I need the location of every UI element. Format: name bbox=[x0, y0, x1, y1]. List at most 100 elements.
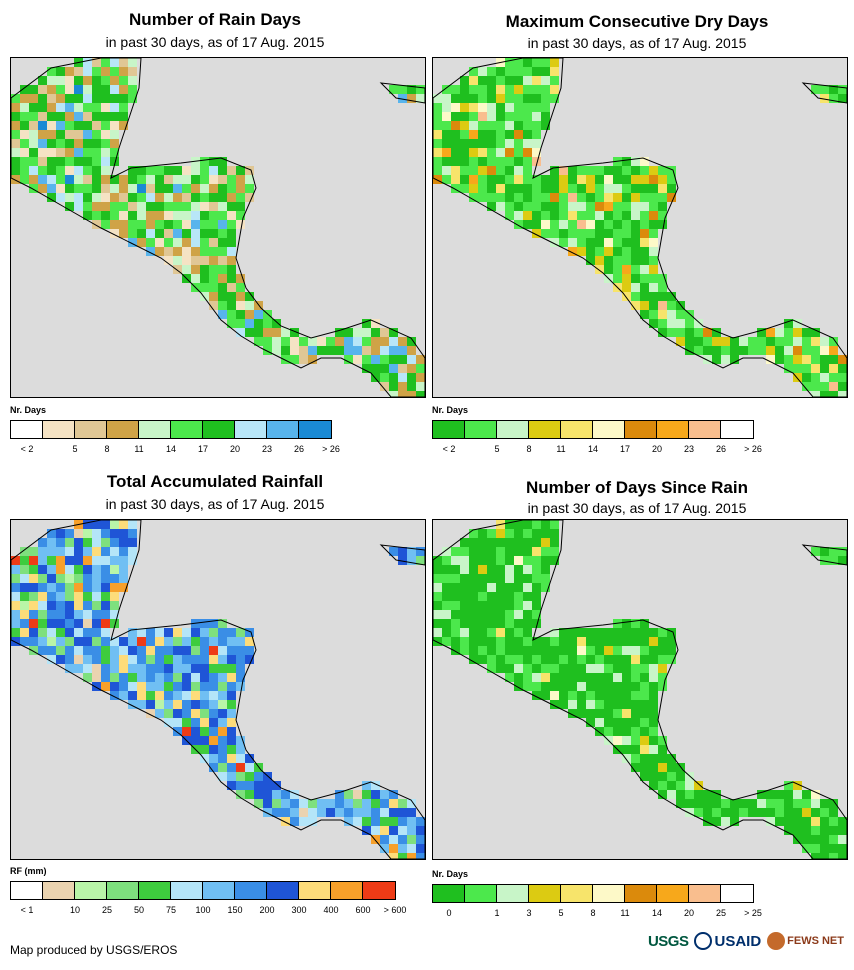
map-grid-cell bbox=[811, 328, 820, 337]
map-grid-cell bbox=[236, 655, 245, 664]
days-since-rain-map[interactable] bbox=[432, 519, 848, 860]
map-grid-cell bbox=[254, 799, 263, 808]
map-grid-cell bbox=[209, 691, 218, 700]
map-grid-cell bbox=[110, 184, 119, 193]
map-grid-cell bbox=[514, 211, 523, 220]
map-grid-cell bbox=[451, 166, 460, 175]
map-grid-cell bbox=[586, 238, 595, 247]
map-grid-cell bbox=[631, 166, 640, 175]
map-grid-cell bbox=[110, 157, 119, 166]
map-grid-cell bbox=[236, 772, 245, 781]
map-grid-cell bbox=[523, 619, 532, 628]
map-grid-cell bbox=[451, 592, 460, 601]
map-grid-cell bbox=[604, 628, 613, 637]
map-grid-cell bbox=[613, 265, 622, 274]
map-grid-cell bbox=[568, 691, 577, 700]
map-grid-cell bbox=[460, 94, 469, 103]
map-grid-cell bbox=[254, 328, 263, 337]
map-grid-cell bbox=[263, 319, 272, 328]
map-grid-cell bbox=[784, 337, 793, 346]
legend-tick-label: 10 bbox=[69, 905, 81, 915]
map-grid-cell bbox=[523, 58, 532, 67]
map-grid-cell bbox=[83, 130, 92, 139]
map-grid-cell bbox=[613, 220, 622, 229]
map-grid-cell bbox=[200, 175, 209, 184]
map-grid-cell bbox=[38, 184, 47, 193]
map-grid-cell bbox=[613, 628, 622, 637]
dry-days-map[interactable] bbox=[432, 57, 848, 398]
map-grid-cell bbox=[272, 328, 281, 337]
map-grid-cell bbox=[29, 112, 38, 121]
map-grid-cell bbox=[523, 664, 532, 673]
map-grid-cell bbox=[514, 130, 523, 139]
map-grid-cell bbox=[20, 166, 29, 175]
map-grid-cell bbox=[299, 346, 308, 355]
map-grid-cell bbox=[775, 817, 784, 826]
rainfall-map[interactable] bbox=[10, 519, 426, 860]
map-grid-cell bbox=[83, 529, 92, 538]
map-grid-cell bbox=[829, 817, 838, 826]
map-grid-cell bbox=[65, 637, 74, 646]
map-grid-cell bbox=[245, 646, 254, 655]
map-grid-cell bbox=[38, 592, 47, 601]
map-grid-cell bbox=[209, 763, 218, 772]
map-grid-cell bbox=[236, 175, 245, 184]
map-grid-cell bbox=[703, 790, 712, 799]
map-grid-cell bbox=[739, 346, 748, 355]
map-grid-cell bbox=[65, 139, 74, 148]
map-grid-cell bbox=[496, 193, 505, 202]
map-grid-cell bbox=[65, 655, 74, 664]
map-grid-cell bbox=[541, 529, 550, 538]
map-grid-cell bbox=[694, 790, 703, 799]
map-grid-cell bbox=[74, 592, 83, 601]
map-grid-cell bbox=[703, 799, 712, 808]
map-grid-cell bbox=[487, 139, 496, 148]
map-grid-cell bbox=[83, 520, 92, 529]
map-grid-cell bbox=[802, 328, 811, 337]
map-grid-cell bbox=[568, 646, 577, 655]
map-grid-cell bbox=[613, 247, 622, 256]
map-grid-cell bbox=[380, 328, 389, 337]
map-grid-cell bbox=[712, 799, 721, 808]
map-grid-cell bbox=[416, 826, 425, 835]
map-grid-cell bbox=[802, 808, 811, 817]
map-grid-cell bbox=[182, 166, 191, 175]
map-grid-cell bbox=[218, 229, 227, 238]
map-grid-cell bbox=[101, 637, 110, 646]
map-grid-cell bbox=[74, 655, 83, 664]
map-grid-cell bbox=[559, 229, 568, 238]
map-grid-cell bbox=[146, 184, 155, 193]
map-grid-cell bbox=[101, 556, 110, 565]
map-grid-cell bbox=[164, 709, 173, 718]
map-grid-cell bbox=[505, 583, 514, 592]
map-grid-cell bbox=[496, 610, 505, 619]
map-grid-cell bbox=[227, 637, 236, 646]
map-grid-cell bbox=[128, 184, 137, 193]
map-grid-cell bbox=[182, 238, 191, 247]
map-grid-cell bbox=[83, 592, 92, 601]
legend-tick-label: 14 bbox=[587, 444, 599, 454]
map-grid-cell bbox=[56, 637, 65, 646]
map-grid-cell bbox=[676, 790, 685, 799]
map-grid-cell bbox=[155, 184, 164, 193]
map-grid-cell bbox=[371, 346, 380, 355]
map-grid-cell bbox=[128, 67, 137, 76]
map-grid-cell bbox=[523, 547, 532, 556]
map-grid-cell bbox=[380, 817, 389, 826]
country-border bbox=[379, 82, 425, 104]
map-grid-cell bbox=[523, 157, 532, 166]
map-grid-cell bbox=[56, 112, 65, 121]
map-grid-cell bbox=[577, 646, 586, 655]
map-grid-cell bbox=[784, 346, 793, 355]
rain-days-map[interactable] bbox=[10, 57, 426, 398]
map-grid-cell bbox=[146, 691, 155, 700]
map-grid-cell bbox=[802, 373, 811, 382]
map-grid-cell bbox=[766, 346, 775, 355]
map-grid-cell bbox=[20, 547, 29, 556]
map-grid-cell bbox=[541, 94, 550, 103]
map-grid-cell bbox=[92, 655, 101, 664]
map-grid-cell bbox=[191, 256, 200, 265]
map-grid-cell bbox=[460, 166, 469, 175]
legend-tick-label: 11 bbox=[134, 444, 144, 454]
map-grid-cell bbox=[137, 700, 146, 709]
